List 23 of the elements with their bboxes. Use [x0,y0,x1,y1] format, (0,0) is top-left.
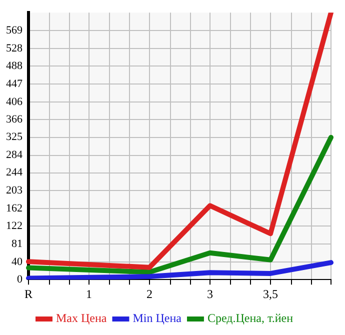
legend-label: Max Цена [56,311,108,326]
x-tick-label: 3 [207,286,213,301]
y-tick-label: 325 [6,131,23,144]
x-tick-label: 3,5 [263,286,278,301]
y-tick-label: 0 [17,273,23,286]
y-tick-label: 406 [6,96,23,108]
y-tick-label: 569 [6,24,23,36]
y-tick-label: 528 [6,42,23,54]
y-tick-label: 81 [12,238,22,250]
y-tick-label: 244 [6,166,23,179]
y-tick-label: 488 [6,60,23,72]
legend-label: Min Цена [132,311,182,326]
y-tick-label: 162 [6,202,22,215]
y-tick-label: 122 [6,220,22,232]
x-tick-label: R [24,286,33,301]
x-tick-label: 2 [146,286,152,301]
y-tick-label: 447 [6,78,23,90]
x-tick-label: 1 [86,286,92,301]
y-tick-label: 366 [6,113,23,126]
y-tick-label: 40 [12,256,23,268]
legend-label: Сред.Цена, т.йен [207,311,294,326]
y-tick-label: 284 [6,149,23,162]
y-tick-label: 203 [6,184,23,197]
